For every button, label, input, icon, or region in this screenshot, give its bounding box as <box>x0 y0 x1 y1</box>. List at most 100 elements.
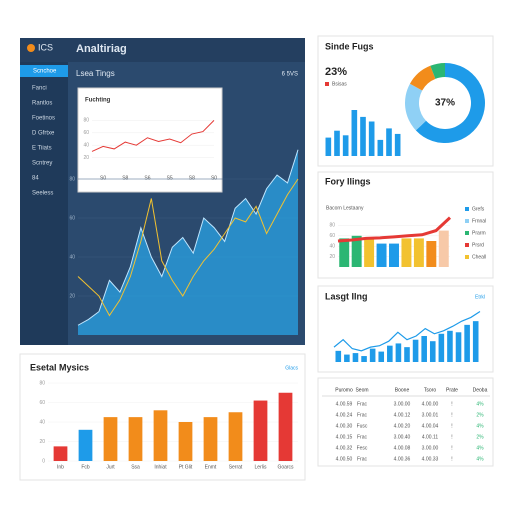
sidebar <box>20 38 68 345</box>
nav-item[interactable]: Rantlos <box>32 101 52 107</box>
y-tick-label: 80 <box>83 118 89 124</box>
bar <box>378 351 385 362</box>
app-title: Analtiriag <box>76 43 127 55</box>
table-cell: 4.00.33 <box>422 456 439 462</box>
legend-swatch <box>465 243 469 247</box>
table-header: Boone <box>395 387 410 393</box>
bar <box>395 343 402 362</box>
bar <box>368 121 375 156</box>
table-cell: 2% <box>476 434 484 440</box>
bar <box>364 238 375 267</box>
logo-icon <box>27 44 35 52</box>
y-tick-label: 40 <box>39 419 45 425</box>
bar <box>153 410 168 461</box>
table-cell: 4.00.32 <box>336 445 353 451</box>
bar <box>421 336 427 362</box>
bar <box>352 353 359 362</box>
line <box>77 178 299 317</box>
active-nav-label[interactable]: Scnchoe <box>33 69 57 75</box>
table-cell: 4.00.12 <box>394 412 411 418</box>
active-nav[interactable] <box>20 65 68 77</box>
y-tick-label: 40 <box>329 244 335 250</box>
legend-swatch <box>465 207 469 211</box>
bar <box>351 110 358 156</box>
table-cell: ! <box>451 456 452 462</box>
table-cell: Fusc <box>357 423 368 429</box>
y-tick-label: 0 <box>42 458 45 464</box>
bar <box>404 347 410 362</box>
topbar <box>20 38 305 62</box>
title: Prsrd <box>472 242 484 248</box>
table-cell: 4.00.00 <box>422 401 439 407</box>
title: Bsisas <box>332 81 347 87</box>
bar <box>429 341 436 362</box>
nav-item[interactable]: E Tiiats <box>32 146 52 152</box>
legend-swatch <box>465 255 469 259</box>
donut-segment <box>405 83 427 131</box>
bar <box>412 339 419 362</box>
donut-segment <box>409 65 436 91</box>
bar <box>128 417 143 461</box>
logo: ICS <box>38 42 53 52</box>
bar <box>376 243 387 267</box>
nav-item[interactable]: D Gfrtxe <box>32 131 55 137</box>
table-header: Puromo <box>335 387 353 393</box>
bar <box>426 241 437 267</box>
table-cell: 4.00.36 <box>394 456 411 462</box>
bar <box>228 412 243 461</box>
bar <box>361 356 367 362</box>
bar <box>472 321 479 362</box>
nav-item[interactable]: Scntrey <box>32 161 52 167</box>
title: Fuchting <box>85 98 111 104</box>
table-cell: 4.00.08 <box>394 445 411 451</box>
donut-segment <box>430 62 445 79</box>
nav-item[interactable]: Foetinos <box>32 116 55 122</box>
x-tick-label: Fcb <box>81 464 90 470</box>
table-header: Deoba <box>473 387 488 393</box>
bar <box>342 135 349 156</box>
x-tick-label: S0 <box>100 175 106 181</box>
legend-swatch <box>325 82 329 86</box>
y-tick-label: 80 <box>329 223 335 229</box>
table-cell: 4% <box>476 401 484 407</box>
title: 23% <box>325 66 347 78</box>
bar <box>351 235 362 267</box>
bar <box>53 446 68 461</box>
nav-item[interactable]: Seeless <box>32 191 53 197</box>
nav-item[interactable]: 84 <box>32 176 39 182</box>
table-cell: 4.00.24 <box>336 412 353 418</box>
title: Grefs <box>472 206 485 212</box>
table-cell: ! <box>451 412 452 418</box>
title: Esetal Mysics <box>30 362 89 372</box>
section-meta: 6 5VS <box>282 72 298 78</box>
table-cell: Frac <box>357 434 368 440</box>
y-tick-label: 40 <box>69 254 75 260</box>
bar <box>401 238 412 267</box>
area <box>78 149 298 335</box>
bar <box>334 130 340 156</box>
y-tick-label: 80 <box>39 380 45 386</box>
bar <box>438 333 445 362</box>
inset-card <box>77 87 223 193</box>
table-cell: 4.00.15 <box>336 434 353 440</box>
y-tick-label: 60 <box>69 215 75 221</box>
bar <box>360 116 366 156</box>
table-cell: Frac <box>357 401 368 407</box>
table-cell: 4.00.04 <box>422 423 439 429</box>
table-cell: ! <box>451 434 452 440</box>
table-cell: Frac <box>357 456 368 462</box>
table-cell: 4.00.20 <box>394 423 411 429</box>
table-cell: 4.00.59 <box>336 401 353 407</box>
bar <box>394 133 401 156</box>
bar <box>344 354 350 362</box>
bar <box>455 332 462 362</box>
line <box>337 216 452 243</box>
bar <box>335 350 342 362</box>
table-cell: 4.00.30 <box>336 423 353 429</box>
table-header: Prate <box>446 387 458 393</box>
bar <box>278 392 293 461</box>
bar <box>178 422 193 461</box>
table-cell: 3.00.40 <box>394 434 411 440</box>
nav-item[interactable]: Fanci <box>32 86 47 92</box>
